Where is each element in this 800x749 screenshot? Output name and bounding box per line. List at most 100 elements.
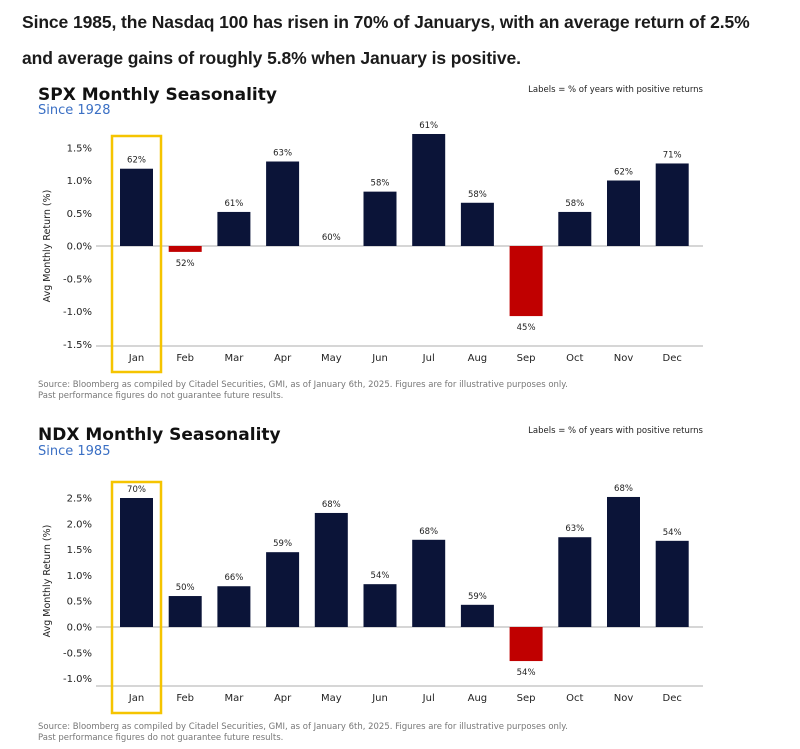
bar-jun — [363, 584, 397, 627]
x-tick-label: Feb — [176, 693, 194, 704]
data-label: 71% — [663, 150, 682, 160]
x-tick-label: Feb — [176, 353, 194, 364]
x-tick-label: Nov — [614, 693, 634, 704]
bar-feb — [168, 596, 202, 627]
bar-apr — [266, 161, 300, 246]
data-label: 59% — [468, 592, 487, 602]
labels-note: Labels = % of years with positive return… — [528, 85, 703, 95]
bar-jul — [412, 133, 446, 246]
bar-jun — [363, 191, 397, 246]
x-tick-label: Jan — [128, 693, 144, 704]
x-tick-label: May — [321, 353, 342, 364]
bar-apr — [266, 552, 300, 627]
bar-sep — [509, 246, 543, 317]
y-axis-label: Avg Monthly Return (%) — [42, 190, 53, 303]
bar-oct — [558, 537, 592, 627]
bar-dec — [655, 540, 689, 627]
data-label: 58% — [468, 190, 487, 200]
bar-sep — [509, 627, 543, 662]
data-label: 54% — [517, 668, 536, 678]
bar-jul — [412, 539, 446, 627]
chart-subtitle: Since 1985 — [38, 444, 110, 459]
spx-chart-svg: SPX Monthly Seasonality Since 1928 Label… — [38, 85, 704, 401]
bar-nov — [607, 180, 640, 246]
y-tick-label: 2.5% — [67, 494, 92, 505]
y-tick-label: 1.5% — [67, 545, 92, 556]
y-tick-label: -1.0% — [63, 307, 92, 318]
x-tick-label: Mar — [224, 353, 244, 364]
bar-mar — [217, 586, 251, 627]
plot-area: -1.0% -0.5% 0.0% 0.5% 1.0% 1.5% 2.0% 2.5% 70% Jan… — [63, 480, 703, 715]
x-tick-label: Dec — [663, 693, 682, 704]
data-label: 61% — [224, 199, 243, 209]
x-tick-label: Apr — [274, 353, 292, 364]
data-label: 68% — [419, 527, 438, 537]
data-label: 54% — [371, 571, 390, 581]
y-tick-label: -1.0% — [63, 674, 92, 685]
data-label: 62% — [127, 156, 146, 166]
headline-line-2: and average gains of roughly 5.8% when J… — [22, 48, 521, 68]
data-label: 68% — [614, 484, 633, 494]
bar-jan — [120, 498, 153, 627]
x-tick-label: Aug — [468, 693, 488, 704]
data-label: 58% — [565, 199, 584, 209]
ndx-chart: NDX Monthly Seasonality Since 1985 Label… — [0, 418, 800, 749]
x-tick-label: Oct — [566, 353, 583, 364]
spx-chart: SPX Monthly Seasonality Since 1928 Label… — [0, 78, 800, 408]
y-tick-label: 1.0% — [67, 571, 92, 582]
bar-aug — [460, 604, 494, 627]
bar-mar — [217, 211, 251, 246]
headline-line-1: Since 1985, the Nasdaq 100 has risen in … — [22, 12, 750, 32]
x-tick-label: Oct — [566, 693, 583, 704]
y-tick-label: -1.5% — [63, 340, 92, 351]
data-label: 54% — [663, 528, 682, 538]
data-label: 45% — [517, 323, 536, 333]
data-label: 63% — [273, 149, 292, 159]
data-label: 68% — [322, 500, 341, 510]
disclaimer-note: Past performance figures do not guarante… — [38, 391, 283, 401]
x-tick-label: Jun — [371, 693, 388, 704]
source-note: Source: Bloomberg as compiled by Citadel… — [38, 380, 568, 390]
x-tick-label: Sep — [517, 693, 536, 704]
x-tick-label: Jan — [128, 353, 144, 364]
data-label: 63% — [565, 524, 584, 534]
y-tick-label: 0.0% — [67, 623, 92, 634]
y-tick-label: 0.5% — [67, 209, 92, 220]
x-tick-label: Aug — [468, 353, 488, 364]
source-note: Source: Bloomberg as compiled by Citadel… — [38, 722, 568, 732]
x-tick-label: Nov — [614, 353, 634, 364]
data-label: 52% — [176, 259, 195, 269]
x-tick-label: Jul — [422, 693, 435, 704]
chart-subtitle: Since 1928 — [38, 103, 110, 118]
x-tick-label: Jun — [371, 353, 388, 364]
y-tick-label: 1.5% — [67, 143, 92, 154]
bar-jan — [120, 168, 153, 246]
bar-oct — [558, 211, 592, 246]
x-tick-label: May — [321, 693, 342, 704]
data-label: 59% — [273, 539, 292, 549]
y-tick-label: 2.0% — [67, 519, 92, 530]
highlight-box — [110, 480, 163, 715]
bar-dec — [655, 163, 689, 246]
data-label: 62% — [614, 168, 633, 178]
highlight-box — [110, 134, 163, 374]
labels-note: Labels = % of years with positive return… — [528, 426, 703, 436]
y-axis-label: Avg Monthly Return (%) — [42, 525, 53, 638]
ndx-chart-svg: NDX Monthly Seasonality Since 1985 Label… — [38, 425, 704, 743]
headline: Since 1985, the Nasdaq 100 has risen in … — [22, 4, 792, 76]
disclaimer-note: Past performance figures do not guarante… — [38, 733, 283, 743]
data-label: 61% — [419, 121, 438, 131]
y-tick-label: 0.0% — [67, 242, 92, 253]
x-tick-label: Sep — [517, 353, 536, 364]
data-label: 58% — [371, 179, 390, 189]
bar-aug — [460, 202, 494, 246]
bar-nov — [607, 496, 640, 627]
y-tick-label: -0.5% — [63, 274, 92, 285]
data-label: 50% — [176, 583, 195, 593]
bar-may — [314, 512, 348, 627]
data-label: 70% — [127, 485, 146, 495]
x-tick-label: Dec — [663, 353, 682, 364]
data-label: 66% — [224, 573, 243, 583]
chart-title: SPX Monthly Seasonality — [38, 85, 277, 105]
x-tick-label: Apr — [274, 693, 292, 704]
